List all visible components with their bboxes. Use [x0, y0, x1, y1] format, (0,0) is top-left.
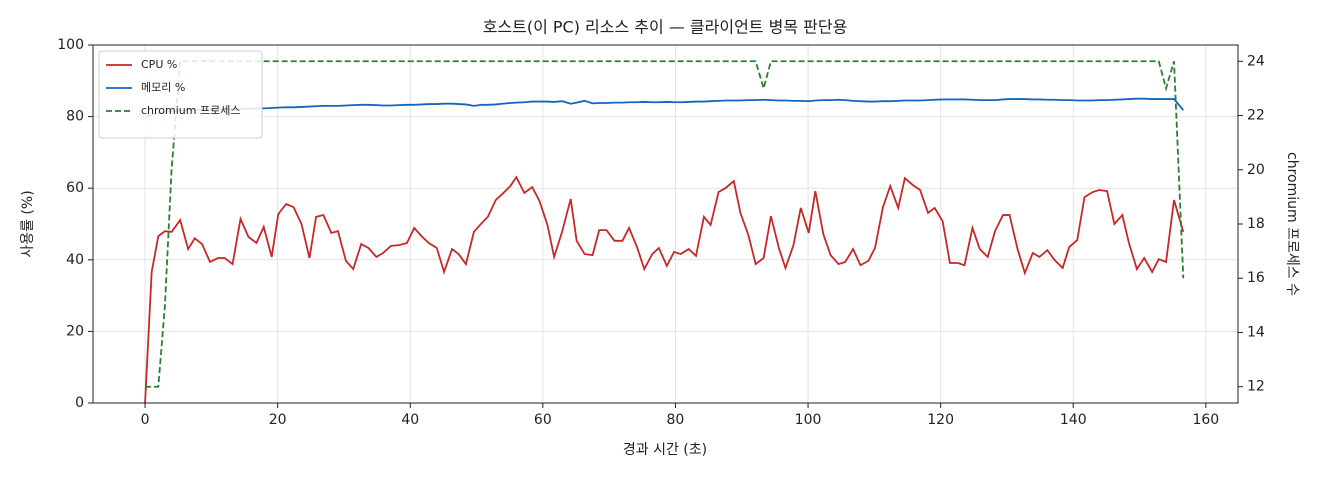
x-tick-label: 60 — [534, 412, 552, 428]
x-tick-label: 140 — [1060, 412, 1087, 428]
y-tick-label: 20 — [66, 323, 84, 339]
y-tick-label: 0 — [75, 395, 84, 411]
legend-label: CPU % — [141, 58, 177, 71]
y2-tick-label: 22 — [1247, 108, 1265, 124]
x-tick-label: 120 — [927, 412, 954, 428]
y2-tick-label: 12 — [1247, 379, 1265, 395]
x-tick-label: 100 — [795, 412, 822, 428]
y2-tick-label: 18 — [1247, 216, 1265, 232]
series-line — [145, 60, 1185, 388]
x-tick-label: 40 — [401, 412, 419, 428]
y2-tick-label: 20 — [1247, 162, 1265, 178]
plot-frame — [92, 44, 1239, 404]
series-line — [144, 175, 1185, 403]
y-axis-label: 사용률 (%) — [20, 190, 36, 257]
y2-tick-label: 24 — [1247, 53, 1265, 69]
y2-axis-label: chromium 프로세스 수 — [1284, 152, 1300, 296]
legend-box — [98, 50, 263, 139]
x-axis-label: 경과 시간 (초) — [623, 442, 707, 458]
y-tick-label: 40 — [66, 252, 84, 268]
x-tick-label: 20 — [269, 412, 287, 428]
y-tick-label: 60 — [66, 180, 84, 196]
x-tick-label: 80 — [667, 412, 685, 428]
y2-tick-label: 14 — [1247, 324, 1265, 340]
y-tick-label: 100 — [57, 37, 84, 53]
legend-label: 메모리 % — [141, 81, 185, 94]
x-tick-label: 0 — [141, 412, 150, 428]
y2-tick-label: 16 — [1247, 270, 1265, 286]
series-line — [144, 97, 1184, 120]
legend-label: chromium 프로세스 — [141, 104, 240, 117]
x-tick-label: 160 — [1192, 412, 1219, 428]
chart-title: 호스트(이 PC) 리소스 추이 — 클라이언트 병목 판단용 — [483, 18, 848, 37]
y-tick-label: 80 — [66, 109, 84, 125]
